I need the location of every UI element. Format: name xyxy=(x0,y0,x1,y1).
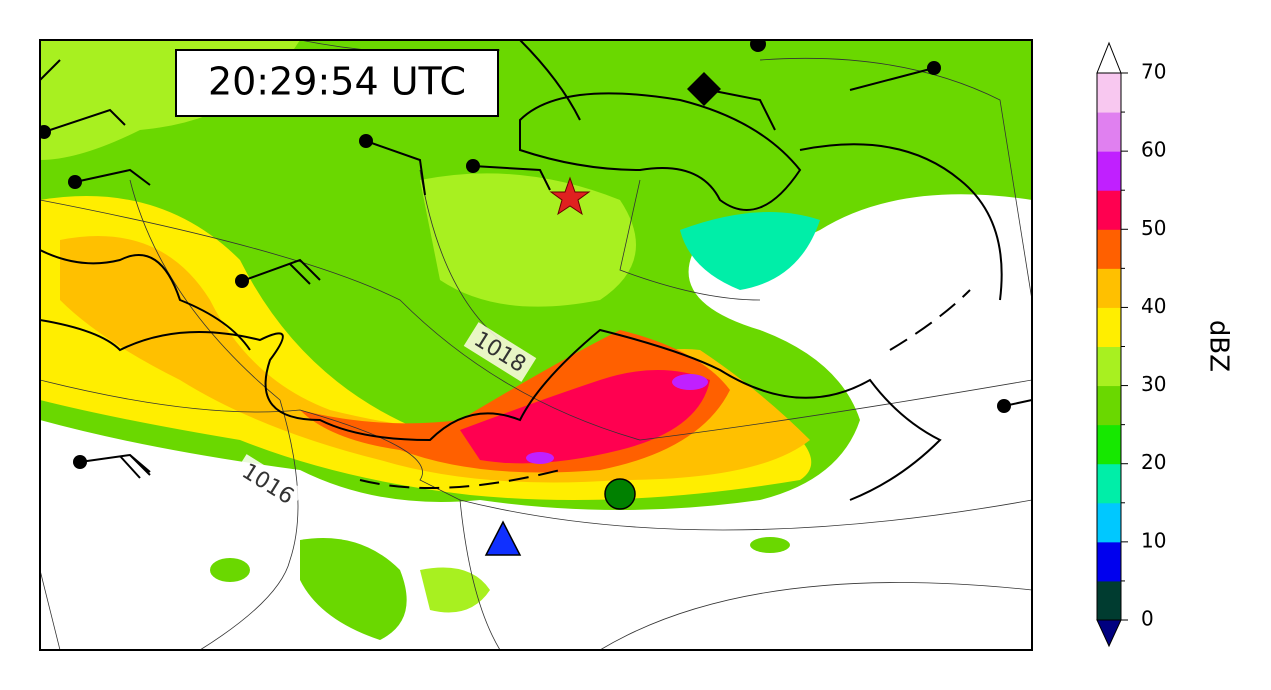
colorbar-bin xyxy=(1097,73,1121,113)
colorbar-bin xyxy=(1097,580,1121,621)
timestamp-box xyxy=(175,49,499,117)
radar-map: 1018 1016 xyxy=(40,40,1032,650)
colorbar-bin xyxy=(1097,346,1121,387)
colorbar-tick-label: 10 xyxy=(1141,528,1166,552)
colorbar-tick-label: 30 xyxy=(1141,372,1166,396)
colorbar-bin xyxy=(1097,229,1121,269)
colorbar-bin xyxy=(1097,502,1121,543)
colorbar-tick-label: 20 xyxy=(1141,450,1166,474)
colorbar-bin xyxy=(1097,190,1121,230)
colorbar-bin xyxy=(1097,307,1121,347)
colorbar-tick-label: 70 xyxy=(1141,60,1166,84)
colorbar-under xyxy=(1096,619,1122,648)
colorbar: 0 10 20 30 40 50 60 70 xyxy=(1096,41,1166,648)
colorbar-tick-label: 60 xyxy=(1141,138,1166,162)
colorbar-over xyxy=(1096,41,1122,74)
colorbar-bin xyxy=(1097,151,1121,191)
colorbar-tick-label: 40 xyxy=(1141,294,1166,318)
timestamp: 20:29:54 UTC xyxy=(208,60,466,104)
colorbar-tick-label: 50 xyxy=(1141,216,1166,240)
colorbar-tick-label: 0 xyxy=(1141,607,1154,631)
colorbar-bin xyxy=(1097,541,1121,582)
colorbar-bin xyxy=(1097,424,1121,465)
colorbar-label: dBZ xyxy=(1204,320,1234,372)
colorbar-bin xyxy=(1097,385,1121,426)
colorbar-bin xyxy=(1097,268,1121,308)
colorbar-bin xyxy=(1097,463,1121,504)
colorbar-bin xyxy=(1097,112,1121,152)
